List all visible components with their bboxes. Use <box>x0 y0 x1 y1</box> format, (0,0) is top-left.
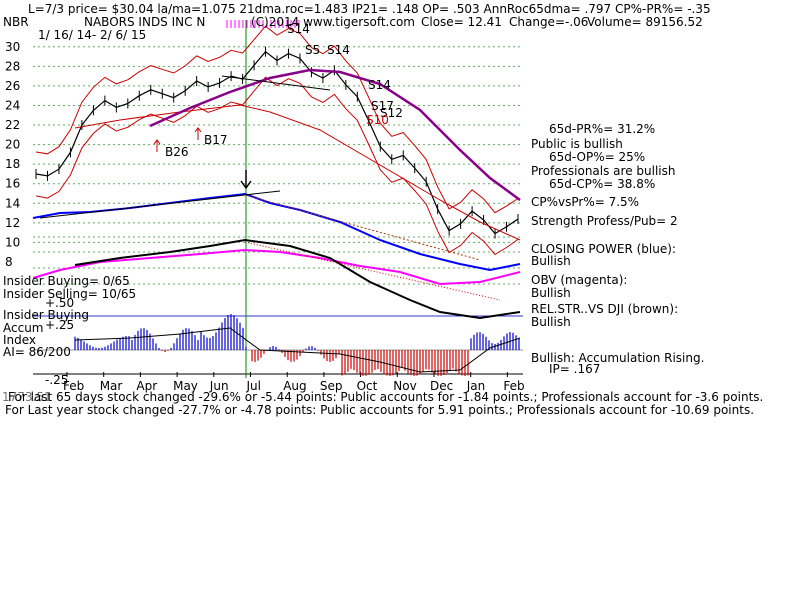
closing-power-label: CLOSING POWER (blue): <box>531 242 676 256</box>
op-65d: 65d-OP%= 25% <box>549 150 646 164</box>
x-tick-label: Jan <box>466 379 486 393</box>
closing-power-value: Bullish <box>531 254 571 268</box>
moving-average <box>149 68 521 202</box>
ip-value: IP= .167 <box>549 362 601 376</box>
y-tick-label: 30 <box>5 40 20 54</box>
plus25-label: +.25 <box>45 318 75 332</box>
index-label: Index <box>3 333 37 347</box>
ticker: NBR <box>3 15 29 29</box>
x-tick-label: Feb <box>503 379 524 393</box>
x-tick-label: Apr <box>136 379 157 393</box>
footer-line2: For Last year stock changed -27.7% or -4… <box>5 403 755 417</box>
strength: Strength Profess/Pub= 2 <box>531 214 678 228</box>
lower-band <box>35 76 519 256</box>
x-tick-label: Jul <box>246 379 261 393</box>
pros-bullish: Professionals are bullish <box>531 164 676 178</box>
upper-band <box>35 25 519 214</box>
y-tick-label: 18 <box>5 157 20 171</box>
x-tick-label: Nov <box>393 379 416 393</box>
x-tick-label: Jun <box>209 379 229 393</box>
y-tick-label: 22 <box>5 118 20 132</box>
long-band <box>74 104 521 241</box>
insider-selling: Insider Selling= 10/65 <box>3 287 137 301</box>
relstr-value: Bullish <box>531 315 571 329</box>
y-tick-label: 26 <box>5 79 20 93</box>
ai-value: AI= 86/200 <box>3 345 71 359</box>
minus25-label: -.25 <box>45 373 69 387</box>
relstr-label: REL.STR..VS DJI (brown): <box>531 302 679 316</box>
copyright: (C)2014 www.tigersoft.com <box>251 15 415 29</box>
y-tick-label: 12 <box>5 216 20 230</box>
buy-arrow-head <box>194 127 202 133</box>
accum-status: Bullish: Accumulation Rising. <box>531 351 705 365</box>
footer-line1: For last 65 days stock changed -29.6% or… <box>8 390 764 404</box>
x-tick-label: Oct <box>357 379 378 393</box>
signal-s12: S12 <box>380 106 403 120</box>
header-line1: L=7/3 price= $30.04 la/ma=1.075 21dma.ro… <box>28 2 711 16</box>
change-value: Change=-.06 <box>509 15 589 29</box>
x-tick-label: Mar <box>100 379 123 393</box>
company-name: NABORS INDS INC N <box>84 15 206 29</box>
cp-dotted-line <box>244 194 481 261</box>
signal-s14-b: S14 <box>327 43 350 57</box>
cpvspr: CP%vsPr%= 7.5% <box>531 195 640 209</box>
x-tick-label: May <box>173 379 198 393</box>
plus50-label: +.50 <box>45 296 75 310</box>
cp-trend-line <box>39 190 281 219</box>
trend-line <box>221 75 331 91</box>
x-tick-label: Sep <box>320 379 343 393</box>
obv-value: Bullish <box>531 286 571 300</box>
insider-buying-2: Insider Buying <box>3 308 89 322</box>
relstr-dotted <box>244 241 501 301</box>
relstr-line <box>74 238 521 320</box>
public-bullish: Public is bullish <box>531 137 623 151</box>
y-tick-label: 24 <box>5 98 20 112</box>
y-tick-label: 8 <box>5 255 13 269</box>
signal-s5: S5 <box>305 43 321 57</box>
accum-ma-line <box>74 327 521 373</box>
cp-65d: 65d-CP%= 38.8% <box>549 177 656 191</box>
obv-label: OBV (magenta): <box>531 273 628 287</box>
x-tick-label: Feb <box>63 379 84 393</box>
y-tick-label: 20 <box>5 138 20 152</box>
insider-buying: Insider Buying= 0/65 <box>3 274 130 288</box>
accum-label: Accum <box>3 321 44 335</box>
volume-value: Volume= 89156.52 <box>587 15 703 29</box>
date-range: 1/ 16/ 14- 2/ 6/ 15 <box>38 28 147 42</box>
footer-overlap: 1773.51 <box>2 390 52 404</box>
signal-s17: S17 <box>371 99 394 113</box>
y-tick-label: 10 <box>5 235 20 249</box>
buy-arrow-head <box>153 139 161 145</box>
y-tick-label: 28 <box>5 59 20 73</box>
y-tick-label: 16 <box>5 177 20 191</box>
signal-s10: S10 <box>366 113 389 127</box>
signal-b26: B26 <box>165 145 189 159</box>
x-tick-label: Dec <box>430 379 453 393</box>
y-tick-label: 14 <box>5 196 20 210</box>
signal-b17: B17 <box>204 133 228 147</box>
pct-65d: 65d-PR%= 31.2% <box>549 122 656 136</box>
signal-s14-c: S14 <box>368 78 391 92</box>
sell-arrow-head <box>240 180 252 190</box>
x-tick-label: Aug <box>283 379 306 393</box>
signal-s14-top: S14 <box>287 22 310 36</box>
close-value: Close= 12.41 <box>421 15 502 29</box>
price-line <box>35 50 519 235</box>
